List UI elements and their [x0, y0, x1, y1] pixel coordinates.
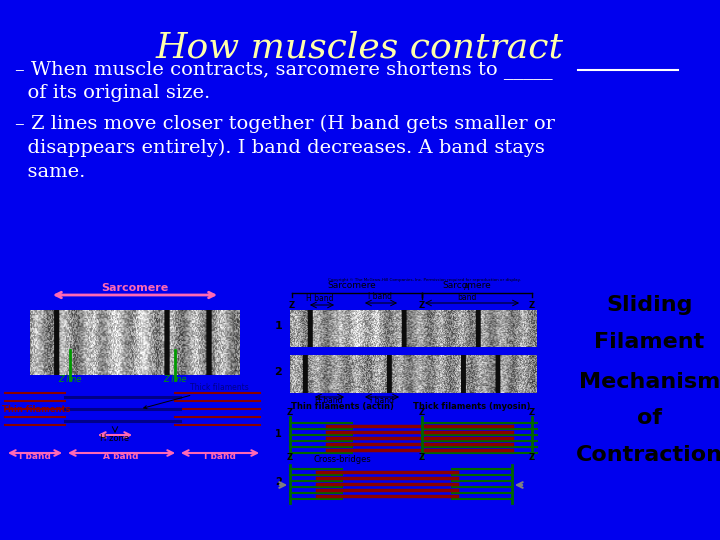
Text: Contraction: Contraction — [576, 445, 720, 465]
Text: Thick filaments: Thick filaments — [144, 383, 248, 409]
Text: Thin filaments (actin): Thin filaments (actin) — [291, 402, 393, 411]
Text: A band: A band — [103, 452, 139, 461]
Text: disappears entirely). I band decreases. A band stays: disappears entirely). I band decreases. … — [15, 139, 545, 157]
Text: Z: Z — [419, 408, 425, 417]
Text: 2: 2 — [274, 367, 282, 377]
Text: Z: Z — [287, 453, 293, 462]
Text: 2: 2 — [275, 477, 282, 487]
Text: Mechanism: Mechanism — [579, 373, 720, 393]
Text: Z: Z — [289, 301, 295, 310]
Text: H zone: H zone — [100, 434, 130, 443]
Text: same.: same. — [15, 163, 86, 181]
Text: Z: Z — [287, 408, 293, 417]
Text: Sliding: Sliding — [606, 295, 693, 315]
Text: Z: Z — [529, 453, 535, 462]
Text: Thin filaments: Thin filaments — [2, 404, 71, 414]
Text: 1: 1 — [275, 429, 282, 439]
Text: Z line: Z line — [163, 375, 186, 384]
Text: Z: Z — [419, 453, 425, 462]
Text: H band: H band — [306, 294, 334, 303]
Text: Z: Z — [529, 301, 535, 310]
Text: I band: I band — [368, 292, 392, 301]
Text: A
band: A band — [457, 282, 477, 302]
Text: Sarcomere: Sarcomere — [102, 283, 168, 293]
Text: Sarcomere: Sarcomere — [328, 281, 377, 290]
Text: of: of — [637, 408, 662, 428]
Text: of its original size.: of its original size. — [15, 84, 210, 102]
Text: Sarcomere: Sarcomere — [443, 281, 491, 290]
Text: Thick filaments (myosin): Thick filaments (myosin) — [413, 402, 531, 411]
Text: H band: H band — [315, 396, 343, 405]
Text: Z line: Z line — [58, 375, 82, 384]
Text: Z: Z — [419, 301, 425, 310]
Text: Filament: Filament — [595, 333, 705, 353]
Text: Copyright © The McGraw-Hill Companies, Inc. Permission required for reproduction: Copyright © The McGraw-Hill Companies, I… — [328, 278, 521, 282]
Text: I band: I band — [204, 452, 236, 461]
Text: Z: Z — [529, 408, 535, 417]
Text: – When muscle contracts, sarcomere shortens to _____: – When muscle contracts, sarcomere short… — [15, 60, 553, 79]
Text: I band: I band — [370, 396, 394, 405]
Text: Cross-bridges: Cross-bridges — [313, 455, 371, 464]
Text: How muscles contract: How muscles contract — [156, 30, 564, 64]
Text: 1: 1 — [274, 321, 282, 331]
Text: – Z lines move closer together (H band gets smaller or: – Z lines move closer together (H band g… — [15, 115, 555, 133]
Text: I band: I band — [19, 452, 51, 461]
